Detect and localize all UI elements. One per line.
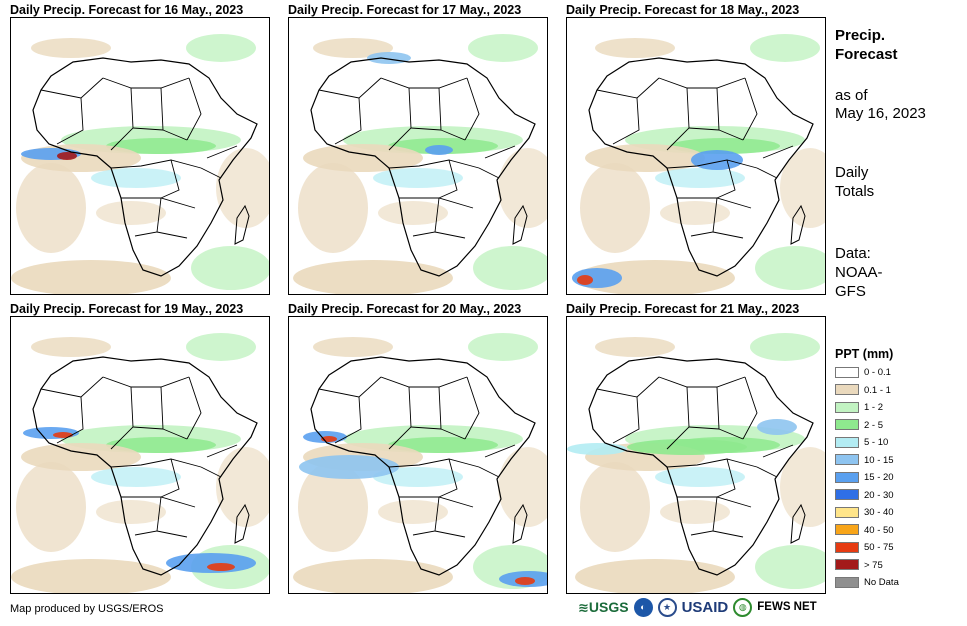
seal-icon: ★ — [657, 597, 677, 617]
legend-swatch — [835, 366, 859, 378]
legend-item: 10 - 15 — [835, 454, 894, 467]
legend-swatch — [835, 506, 859, 518]
agency-logos: ≋USGS ◐ ★ USAID ◍ FEWS NET — [578, 596, 817, 618]
panel-title-6: Daily Precip. Forecast for 21 May., 2023 — [566, 302, 800, 316]
legend-label: 20 - 30 — [864, 489, 894, 501]
usgs-wave-icon: ≋ — [578, 599, 589, 615]
legend-item: 1 - 2 — [835, 401, 883, 414]
legend-label: 10 - 15 — [864, 454, 894, 466]
legend-item: 2 - 5 — [835, 419, 883, 432]
legend-swatch — [835, 576, 859, 588]
legend-label: 50 - 75 — [864, 542, 894, 553]
legend-label: 15 - 20 — [864, 472, 894, 483]
legend-item: 20 - 30 — [835, 489, 894, 502]
legend-item: 5 - 10 — [835, 436, 888, 449]
legend-item: 0.1 - 1 — [835, 384, 891, 397]
panel-title-5: Daily Precip. Forecast for 20 May., 2023 — [288, 302, 522, 316]
legend-swatch — [835, 489, 859, 501]
forecast-map-5 — [288, 316, 548, 594]
usaid-logo: USAID — [681, 598, 729, 616]
legend-item: 50 - 75 — [835, 541, 894, 554]
forecast-map-2 — [288, 17, 548, 295]
legend-title: PPT (mm) — [835, 347, 894, 361]
panel-title-1: Daily Precip. Forecast for 16 May., 2023 — [10, 3, 244, 17]
usgs-logo: ≋USGS — [578, 598, 629, 615]
legend-swatch — [835, 454, 859, 466]
legend-item: 15 - 20 — [835, 471, 894, 484]
legend-swatch — [835, 471, 859, 483]
panel-title-4: Daily Precip. Forecast for 19 May., 2023 — [10, 302, 244, 316]
legend-label: 5 - 10 — [864, 437, 889, 448]
sidebar-asof-date: May 16, 2023 — [835, 105, 926, 122]
legend-swatch — [835, 384, 859, 396]
sidebar-heading-line2: Forecast — [835, 46, 898, 63]
sidebar-asof-line1: as of — [835, 87, 868, 104]
sidebar-data-line3: GFS — [835, 283, 866, 300]
sidebar-totals-line1: Daily — [835, 164, 869, 181]
forecast-map-4 — [10, 316, 270, 594]
globe-icon: ◍ — [733, 597, 753, 617]
legend-item: > 75 — [835, 559, 883, 572]
legend-swatch — [835, 419, 859, 431]
africa-map — [11, 18, 269, 294]
forecast-map-1 — [10, 17, 270, 295]
sidebar-data-line1: Data: — [835, 245, 871, 262]
legend-swatch — [835, 541, 859, 553]
sidebar-totals-line2: Totals — [835, 183, 875, 200]
sidebar-heading-line1: Precip. — [835, 27, 886, 44]
legend-label: No Data — [864, 577, 899, 588]
legend-label: 2 - 5 — [864, 419, 884, 431]
panel-title-3: Daily Precip. Forecast for 18 May., 2023 — [566, 3, 800, 17]
africa-map — [567, 317, 825, 593]
legend-item: 30 - 40 — [835, 506, 894, 519]
africa-map — [11, 317, 269, 593]
sidebar-data-line2: NOAA- — [835, 264, 883, 281]
legend-label: 0 - 0.1 — [864, 367, 891, 378]
legend-item: No Data — [835, 576, 899, 589]
legend-label: > 75 — [864, 559, 883, 571]
africa-map — [289, 18, 547, 294]
legend-swatch — [835, 436, 859, 448]
africa-map — [567, 18, 825, 294]
legend-item: 40 - 50 — [835, 524, 894, 537]
legend-label: 0.1 - 1 — [864, 384, 891, 396]
forecast-map-3 — [566, 17, 826, 295]
legend-label: 1 - 2 — [864, 402, 884, 413]
africa-map — [289, 317, 547, 593]
panel-title-2: Daily Precip. Forecast for 17 May., 2023 — [288, 3, 522, 17]
noaa-logo-icon: ◐ — [633, 597, 653, 617]
credit-text: Map produced by USGS/EROS — [10, 603, 164, 615]
legend-label: 30 - 40 — [864, 507, 894, 518]
legend-item: 0 - 0.1 — [835, 366, 891, 379]
legend-swatch — [835, 524, 859, 536]
legend-swatch — [835, 559, 859, 571]
forecast-map-6 — [566, 316, 826, 594]
fews-net-logo: FEWS NET — [757, 601, 817, 613]
legend-label: 40 - 50 — [864, 524, 894, 536]
legend-swatch — [835, 401, 859, 413]
